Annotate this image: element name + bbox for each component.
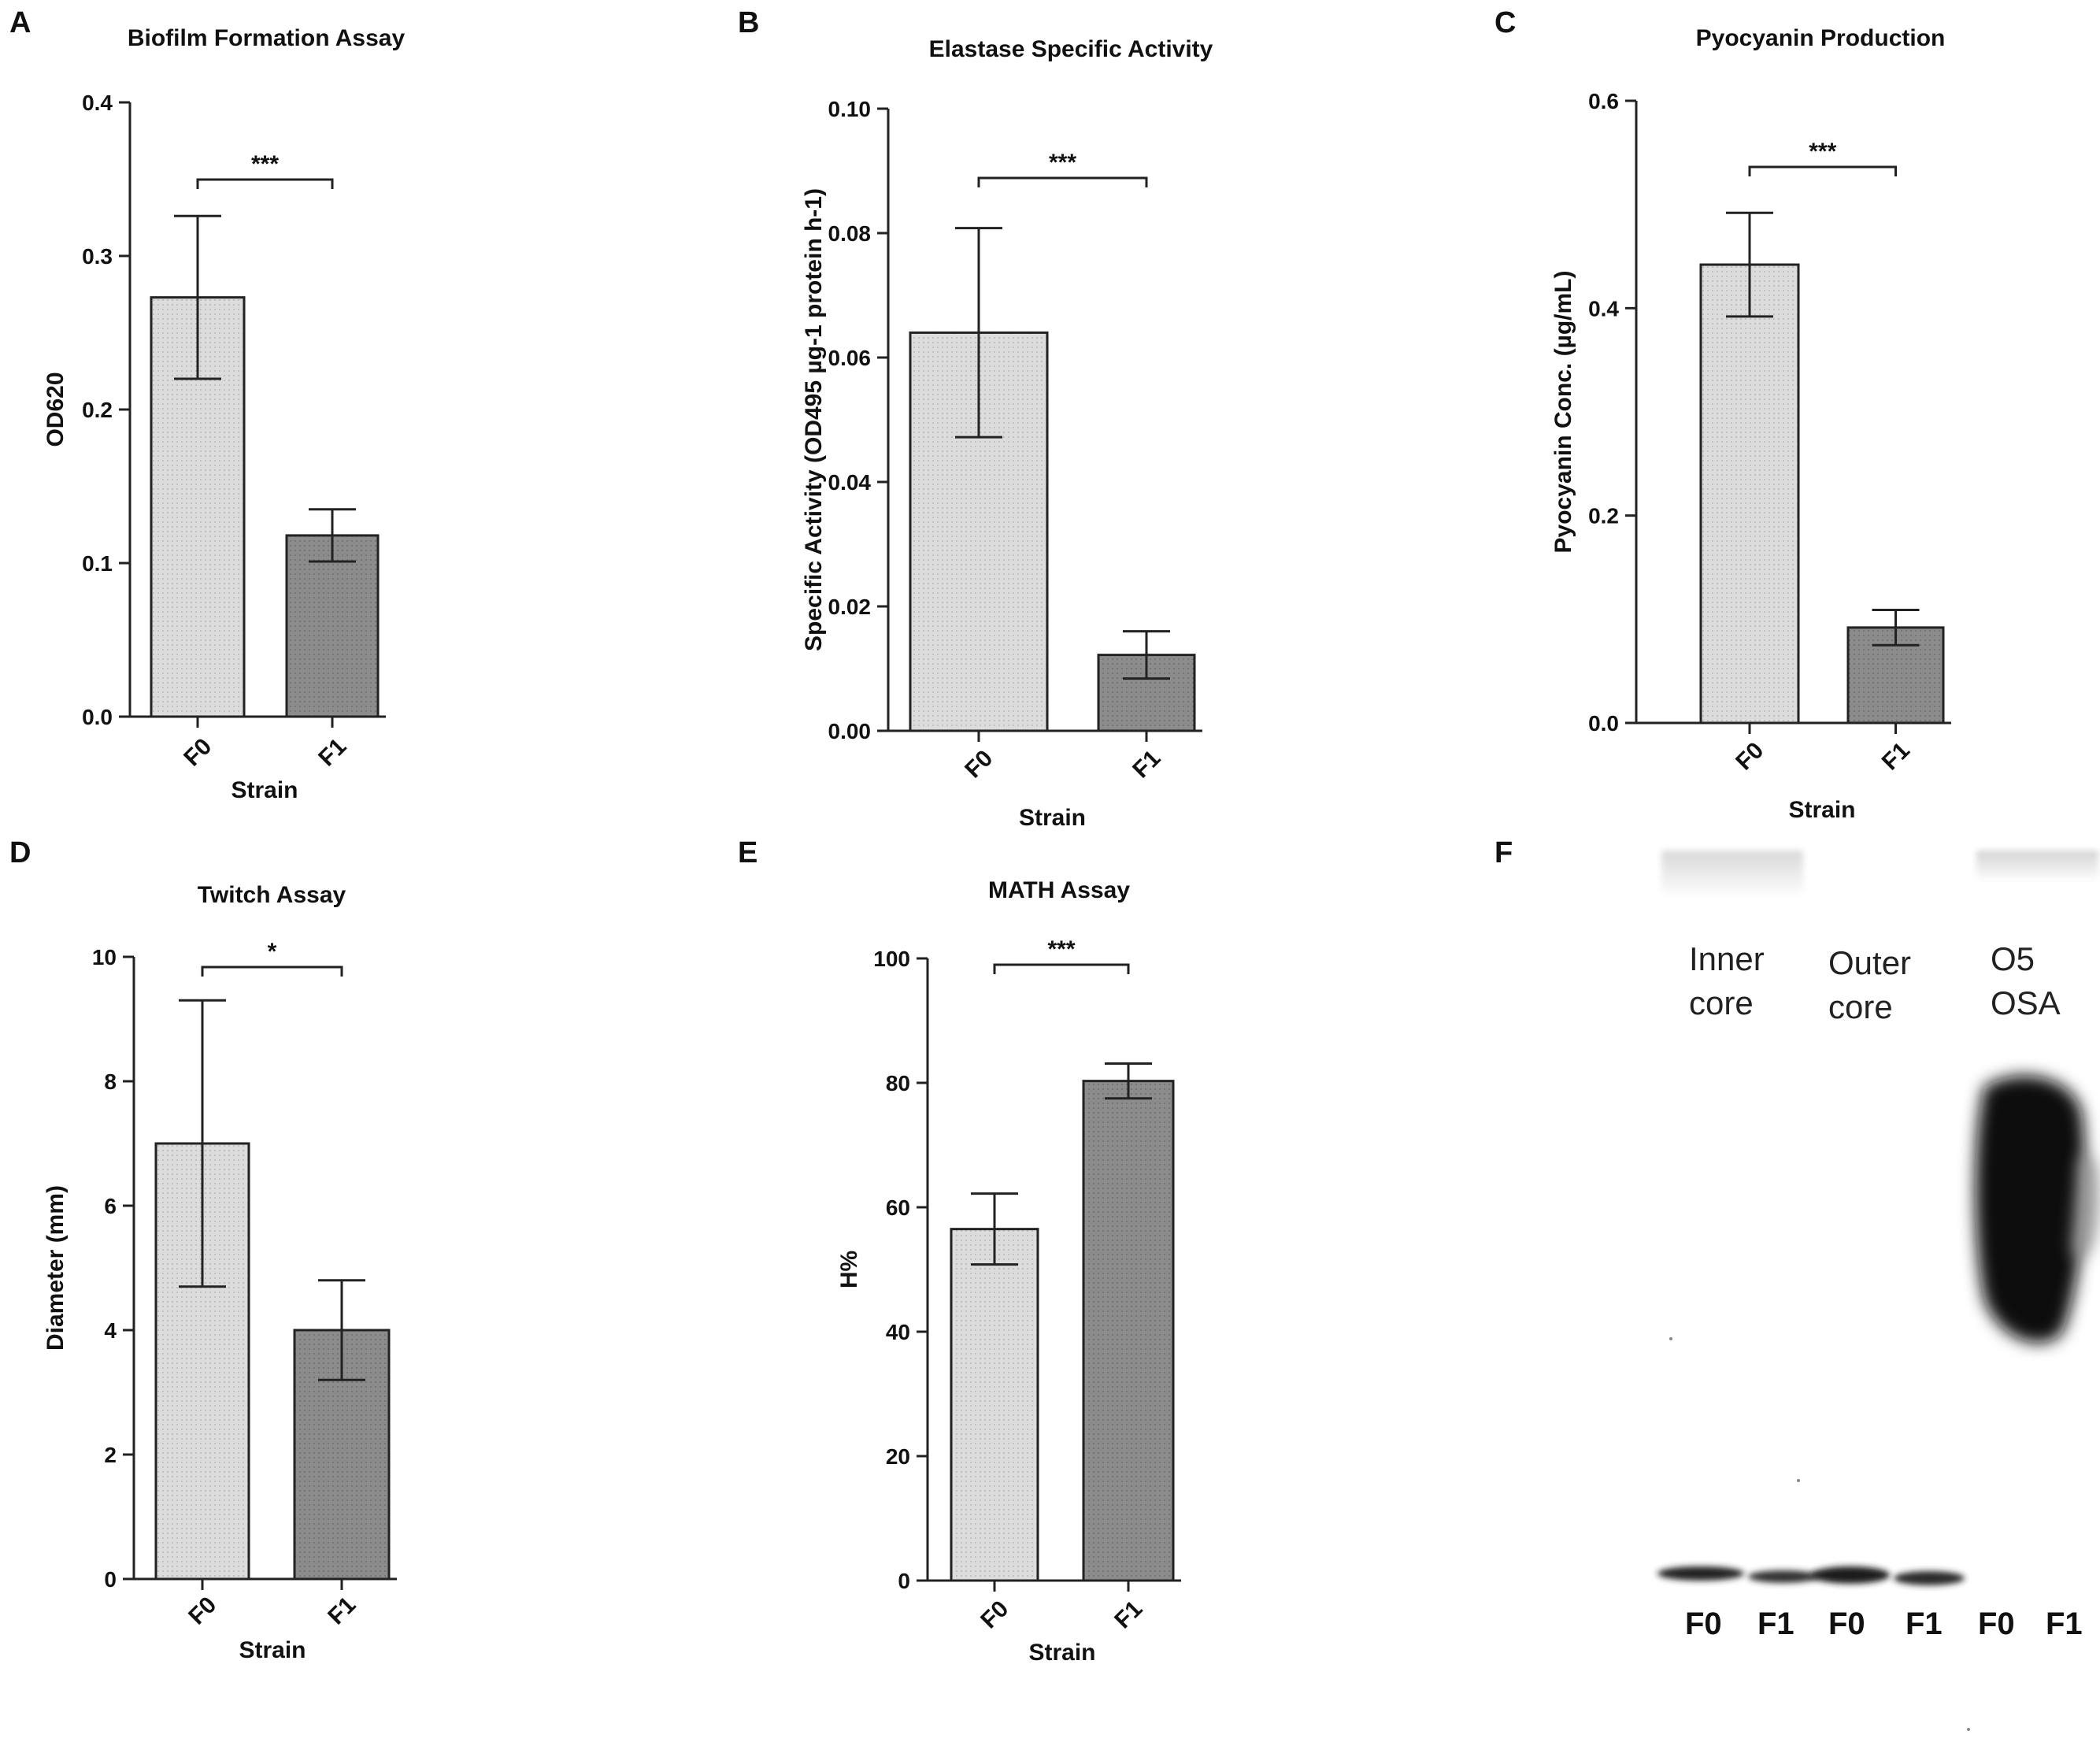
significance-bracket — [201, 966, 343, 977]
blot-group-line1: O5 — [1991, 940, 2035, 977]
panel-letter-c: C — [1494, 6, 1517, 39]
y-tick-label: 0.10 — [828, 97, 872, 121]
y-tick-label: 100 — [873, 947, 910, 971]
blot-lane-label: F1 — [1757, 1607, 1794, 1641]
panel-letter-d: D — [9, 836, 31, 869]
y-tick-label: 6 — [104, 1194, 117, 1218]
blot-lane-label: F0 — [1978, 1607, 2015, 1641]
blot-lane-label: F1 — [1906, 1607, 1943, 1641]
y-tick-label: 0.04 — [828, 470, 872, 495]
y-tick-label: 0.4 — [82, 91, 113, 115]
bar-f0 — [950, 1228, 1039, 1582]
significance-label: *** — [1809, 139, 1836, 165]
blot-group-outer-core: Outer core — [1828, 941, 1911, 1029]
y-axis-label: Specific Activity (OD495 µg-1 protein h-… — [801, 188, 827, 651]
significance-bracket — [196, 178, 334, 189]
blot-group-inner-core: Inner core — [1689, 937, 1765, 1025]
y-tick-label: 8 — [104, 1069, 117, 1094]
y-tick-label: 0.1 — [82, 551, 113, 576]
y-tick-label: 0.2 — [1588, 504, 1619, 528]
x-axis-label: Strain — [1788, 797, 1855, 823]
chart-title-e: MATH Assay — [988, 877, 1130, 903]
y-tick-label: 0.06 — [828, 346, 872, 370]
significance-label: *** — [251, 151, 279, 177]
y-axis-label: H% — [836, 1251, 862, 1288]
y-tick-label: 2 — [104, 1443, 117, 1467]
significance-label: * — [268, 939, 277, 965]
panel-letter-e: E — [738, 836, 758, 869]
x-axis-label: Strain — [1028, 1640, 1095, 1666]
chart-title-a: Biofilm Formation Assay — [128, 25, 406, 51]
y-axis-label: Pyocyanin Conc. (µg/mL) — [1550, 271, 1576, 554]
panel-letter-a: A — [9, 6, 31, 39]
chart-title-b: Elastase Specific Activity — [929, 36, 1213, 62]
chart-title-c: Pyocyanin Production — [1696, 25, 1946, 51]
blot-group-line2: OSA — [1991, 984, 2061, 1021]
y-tick-label: 20 — [886, 1444, 910, 1469]
y-tick-label: 40 — [886, 1320, 910, 1344]
blot-group-o5-osa: O5 OSA — [1991, 937, 2061, 1025]
blot-group-line1: Outer — [1828, 944, 1912, 981]
y-tick-label: 0 — [104, 1567, 117, 1592]
blot-group-line1: Inner — [1689, 940, 1765, 977]
y-tick-label: 0.2 — [82, 398, 113, 422]
y-tick-label: 0 — [898, 1569, 910, 1593]
panel-letter-b: B — [738, 6, 760, 39]
y-tick-label: 0.4 — [1588, 296, 1619, 321]
y-tick-label: 0.0 — [1588, 711, 1619, 736]
blot-group-line2: core — [1689, 984, 1754, 1021]
significance-bracket — [1748, 165, 1897, 176]
chart-title-d: Twitch Assay — [198, 882, 346, 908]
x-axis-label: Strain — [231, 777, 298, 803]
blot-lane-label: F0 — [1685, 1607, 1722, 1641]
y-tick-label: 60 — [886, 1195, 910, 1220]
blot-lane-label: F1 — [2046, 1607, 2083, 1641]
x-axis-label: Strain — [239, 1637, 306, 1663]
y-tick-label: 0.08 — [828, 221, 872, 246]
significance-label: *** — [1047, 936, 1075, 962]
y-tick-label: 0.00 — [828, 719, 872, 743]
bar-f0 — [1699, 263, 1800, 725]
y-tick-label: 0.3 — [82, 244, 113, 269]
y-axis-label: Diameter (mm) — [43, 1185, 69, 1351]
y-tick-label: 10 — [92, 945, 117, 969]
y-tick-label: 0.6 — [1588, 89, 1619, 113]
x-axis-label: Strain — [1019, 805, 1086, 831]
y-tick-label: 0.02 — [828, 595, 872, 619]
bar-f1 — [1082, 1080, 1175, 1582]
y-tick-label: 80 — [886, 1071, 910, 1095]
y-tick-label: 0.0 — [82, 705, 113, 729]
blot-group-line2: core — [1828, 988, 1893, 1025]
panel-letter-f: F — [1494, 836, 1513, 869]
y-axis-label: OD620 — [43, 372, 69, 447]
blot-lane-label: F0 — [1828, 1607, 1865, 1641]
significance-bracket — [993, 963, 1130, 974]
significance-bracket — [977, 176, 1148, 187]
significance-label: *** — [1049, 150, 1076, 176]
y-tick-label: 4 — [104, 1318, 117, 1343]
